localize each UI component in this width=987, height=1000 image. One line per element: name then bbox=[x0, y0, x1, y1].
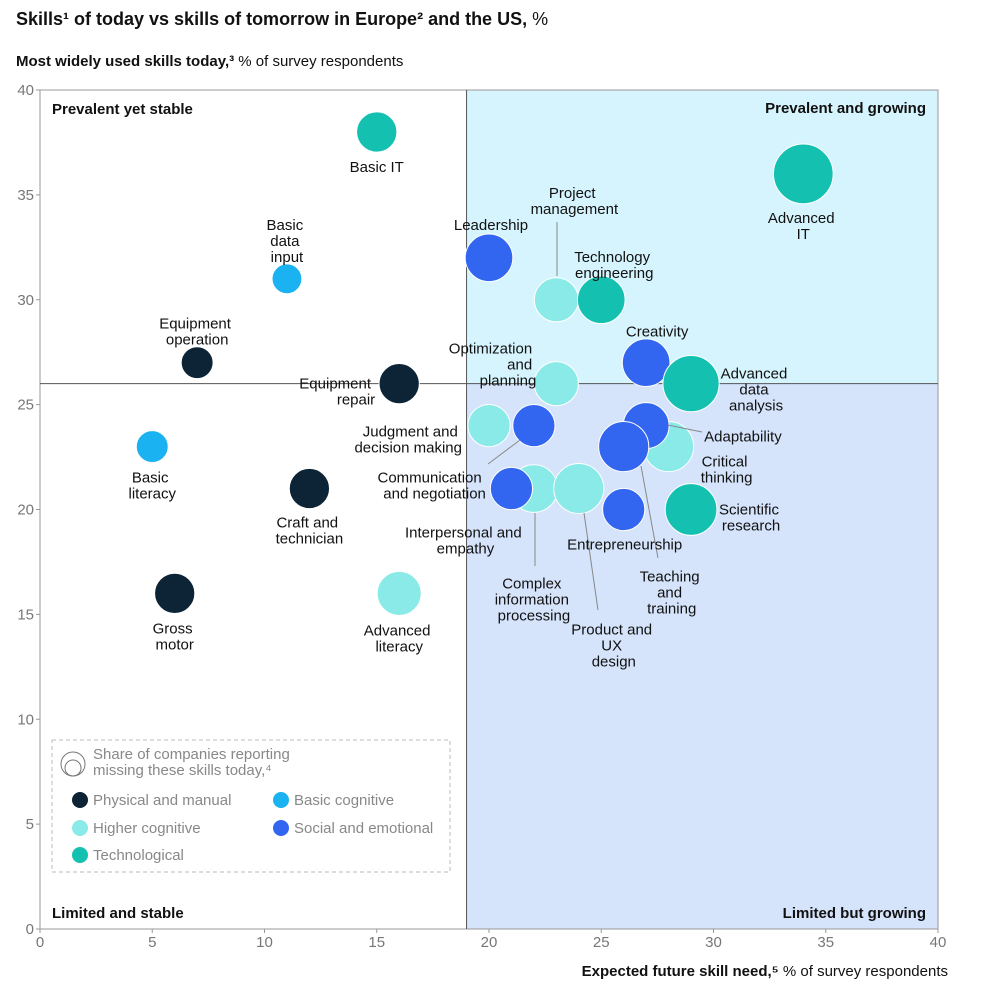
bubble bbox=[378, 363, 420, 405]
bubble bbox=[288, 467, 331, 510]
point-label: Project management bbox=[531, 185, 619, 218]
bubble bbox=[356, 111, 398, 153]
leader-line bbox=[583, 512, 599, 611]
axes: 0 5 10 15 20 25 30 35 40 0 5 10 15 20 25 30 35 40 Prevalen… bbox=[17, 82, 946, 951]
quadrant-label: Prevalent yet stable bbox=[52, 101, 193, 118]
size-legend-icon bbox=[64, 759, 82, 777]
leader-line bbox=[487, 439, 521, 465]
legend-label: Technological bbox=[93, 847, 184, 864]
legend-swatch bbox=[273, 792, 289, 808]
legend-swatch bbox=[72, 847, 88, 863]
point-label: Advanced IT bbox=[768, 210, 839, 243]
legend-swatch bbox=[72, 792, 88, 808]
point-label: Basic IT bbox=[350, 159, 404, 176]
point-label: Gross motor bbox=[153, 620, 197, 653]
bubble bbox=[598, 421, 650, 473]
point-label: Basic data input bbox=[267, 217, 308, 266]
point-label: Judgment and decision making bbox=[354, 424, 462, 457]
leader-line bbox=[667, 424, 703, 433]
point-label: Equipment repair bbox=[299, 376, 375, 409]
point-label: Leadership bbox=[454, 217, 528, 234]
x-tick-label: 25 bbox=[593, 934, 610, 951]
point-label: Technology engineering bbox=[574, 249, 654, 282]
bubble bbox=[467, 403, 511, 448]
x-tick-label: 35 bbox=[817, 934, 834, 951]
y-tick-label: 40 bbox=[17, 82, 34, 99]
quadrant-label: Prevalent and growing bbox=[765, 100, 926, 117]
y-tick-label: 5 bbox=[26, 816, 34, 833]
bubble bbox=[533, 277, 579, 323]
legend-label: Higher cognitive bbox=[93, 820, 201, 837]
x-tick-label: 0 bbox=[36, 934, 44, 951]
legend-label: Basic cognitive bbox=[294, 792, 394, 809]
bubble bbox=[154, 572, 196, 615]
bubble bbox=[621, 338, 671, 387]
bubble bbox=[135, 430, 169, 464]
bubble bbox=[664, 483, 718, 536]
quadrant-label: Limited and stable bbox=[52, 905, 184, 922]
point-label: Critical thinking bbox=[701, 454, 753, 487]
x-axis-label: Expected future skill need,⁵ % of survey… bbox=[582, 963, 948, 980]
point-label: Advanced literacy bbox=[364, 622, 435, 655]
point-label: Advanced data analysis bbox=[721, 366, 792, 415]
bubble bbox=[662, 355, 720, 413]
bubble bbox=[772, 143, 834, 205]
point-label: Product and UX design bbox=[571, 622, 656, 671]
quadrant-top-right bbox=[466, 90, 938, 384]
legend-box bbox=[51, 739, 451, 873]
legend-label: Social and emotional bbox=[294, 820, 433, 837]
leader-line bbox=[640, 465, 659, 559]
point-label: Equipment operation bbox=[159, 316, 235, 349]
bubble bbox=[271, 263, 303, 295]
y-tick-label: 30 bbox=[17, 292, 34, 309]
bubble bbox=[602, 487, 646, 532]
bubble bbox=[376, 570, 422, 616]
size-legend-icon bbox=[60, 751, 86, 777]
labels: Equipment operation Equipment repair Craft… bbox=[128, 159, 838, 671]
legend-swatch bbox=[273, 820, 289, 836]
point-label: Teaching and training bbox=[640, 569, 704, 618]
bubble bbox=[533, 361, 579, 407]
y-tick-label: 20 bbox=[17, 502, 34, 519]
chart-title: Skills¹ of today vs skills of tomorrow i… bbox=[16, 9, 548, 29]
point-label: Adaptability bbox=[704, 429, 782, 446]
y-axis-label: Most widely used skills today,³ % of sur… bbox=[16, 53, 403, 70]
y-tick-label: 10 bbox=[17, 711, 34, 728]
point-label: Interpersonal and empathy bbox=[405, 525, 526, 558]
point-label: Craft and technician bbox=[276, 515, 344, 548]
bubble bbox=[464, 233, 514, 283]
x-tick-label: 20 bbox=[481, 934, 498, 951]
y-tick-label: 35 bbox=[17, 187, 34, 204]
point-label: Optimization and planning bbox=[449, 341, 537, 390]
bubble bbox=[553, 462, 605, 515]
x-tick-label: 15 bbox=[368, 934, 385, 951]
size-legend-label: Share of companies reporting missing the… bbox=[93, 746, 294, 779]
legend: Share of companies reporting missing the… bbox=[72, 746, 433, 864]
point-label: Scientific research bbox=[719, 502, 783, 535]
x-tick-label: 10 bbox=[256, 934, 273, 951]
point-label: Complex information processing bbox=[495, 576, 573, 625]
quadrant-label: Limited but growing bbox=[783, 905, 926, 922]
point-label: Entrepreneurship bbox=[567, 537, 682, 554]
legend-label: Physical and manual bbox=[93, 792, 231, 809]
x-tick-label: 5 bbox=[148, 934, 156, 951]
y-tick-label: 0 bbox=[26, 921, 34, 938]
point-label: Basic literacy bbox=[128, 470, 176, 503]
bubble bbox=[576, 275, 626, 325]
bubble bbox=[180, 346, 214, 380]
y-tick-label: 25 bbox=[17, 397, 34, 414]
y-tick-label: 15 bbox=[17, 606, 34, 623]
legend-swatch bbox=[72, 820, 88, 836]
x-tick-label: 30 bbox=[705, 934, 722, 951]
point-label: Communication and negotiation bbox=[378, 470, 486, 503]
bubble bbox=[489, 466, 534, 511]
bubble bbox=[512, 403, 556, 448]
point-label: Creativity bbox=[626, 324, 689, 341]
marks bbox=[135, 111, 834, 616]
x-tick-label: 40 bbox=[930, 934, 947, 951]
